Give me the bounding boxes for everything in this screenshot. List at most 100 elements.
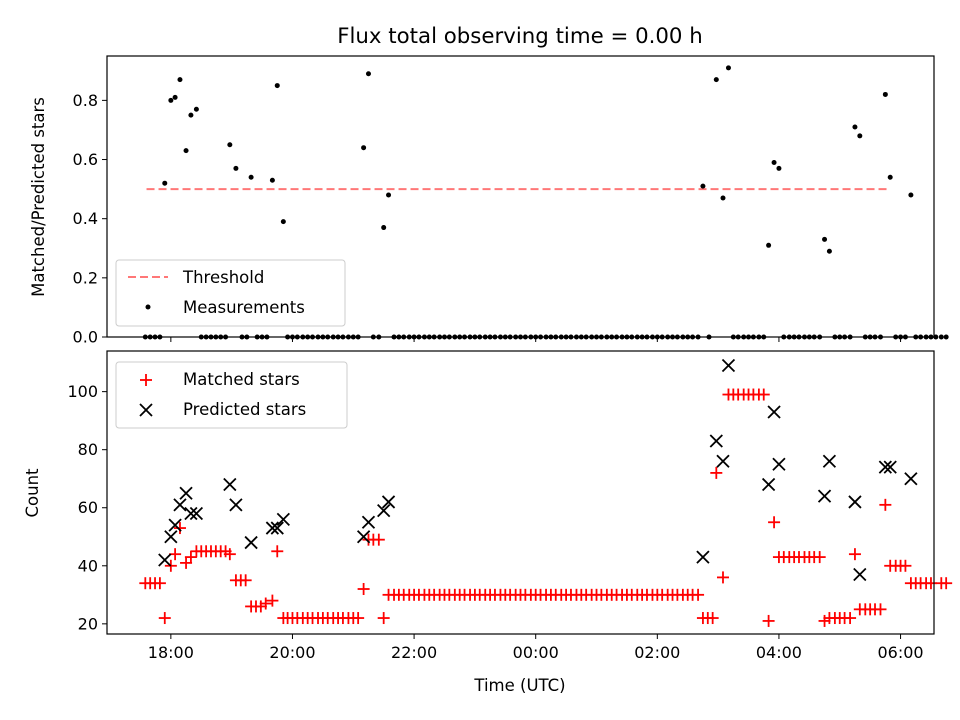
measurement-point — [177, 77, 183, 83]
predicted-star-point — [904, 472, 918, 486]
measurement-point — [776, 165, 782, 171]
measurement-point — [857, 133, 863, 139]
measurement-point — [720, 195, 726, 201]
matched-star-point — [266, 594, 279, 607]
measurement-point — [233, 165, 239, 171]
matched-star-point — [173, 522, 186, 535]
measurement-point — [882, 91, 888, 97]
matched-star-point — [710, 466, 723, 479]
matched-star-point — [762, 614, 775, 627]
predicted-star-point — [244, 535, 258, 550]
predicted-star-point — [696, 550, 710, 564]
measurement-point — [822, 236, 828, 242]
x-tick-label: 22:00 — [391, 643, 437, 662]
predicted-star-point — [229, 498, 243, 512]
predicted-star-point — [761, 477, 776, 492]
top-x-axis — [170, 337, 902, 342]
matched-star-point — [844, 612, 857, 625]
predicted-star-point — [173, 498, 187, 512]
matched-star-point — [223, 548, 236, 561]
bottom-x-axis: 18:00 20:00 22:00 00:00 02:00 04:00 06:00 — [148, 634, 924, 662]
predicted-star-point — [883, 460, 897, 474]
matched-star-point — [879, 498, 892, 511]
predicted-star-point — [381, 495, 396, 509]
measurement-point — [386, 192, 392, 198]
predicted-star-point — [189, 506, 204, 521]
predicted-star-point — [767, 405, 781, 419]
matched-star-point — [377, 612, 390, 625]
predicted-star-point — [716, 454, 730, 468]
bottom-axes-frame — [106, 350, 935, 635]
bottom-legend: Matched stars Predicted stars — [115, 361, 348, 429]
bottom-y-tick-label: 100 — [67, 382, 98, 401]
predicted-star-point — [184, 506, 198, 521]
predicted-star-point — [878, 460, 892, 474]
x-tick-label: 06:00 — [878, 643, 924, 662]
measurement-point — [183, 148, 189, 154]
measurement-point — [168, 97, 174, 103]
matched-star-point — [924, 577, 937, 590]
x-tick-label: 00:00 — [513, 643, 559, 662]
predicted-star-point — [817, 489, 832, 503]
measurement-point — [188, 112, 194, 118]
matched-star-point — [271, 545, 284, 558]
top-y-tick-label: 0.8 — [73, 91, 98, 110]
predicted-star-point — [276, 512, 290, 526]
bottom-y-axis-label: Count — [23, 468, 42, 518]
measurement-point — [172, 94, 178, 100]
chart-title: Flux total observing time = 0.00 h — [337, 24, 703, 49]
legend-matched-label: Matched stars — [183, 370, 300, 389]
measurement-point — [381, 225, 387, 231]
legend-matched-marker — [140, 374, 152, 386]
matched-star-point — [813, 551, 826, 564]
predicted-star-point — [265, 521, 280, 535]
bottom-y-tick-label: 40 — [78, 556, 98, 575]
matched-star-point — [158, 612, 171, 625]
measurement-point — [361, 145, 367, 151]
matched-star-point — [259, 597, 272, 610]
top-y-axis: 0.0 0.2 0.4 0.6 0.8 — [73, 91, 107, 347]
matched-star-point — [239, 574, 252, 587]
measurement-point — [887, 174, 893, 180]
matched-star-point — [899, 559, 912, 572]
predicted-star-point — [179, 486, 193, 500]
matched-star-point — [716, 571, 729, 584]
bottom-plot-area — [139, 358, 953, 627]
top-y-tick-label: 0.0 — [73, 328, 98, 347]
measurement-point — [700, 183, 706, 189]
measurement-point — [908, 192, 914, 198]
x-tick-label: 18:00 — [148, 643, 194, 662]
measurement-point — [713, 77, 719, 83]
matched-star-point — [874, 603, 887, 616]
predicted-star-point — [772, 457, 786, 471]
measurement-point — [193, 106, 199, 112]
matched-star-point — [768, 516, 781, 529]
bottom-y-axis: 20 40 60 80 100 — [67, 382, 107, 633]
predicted-star-point — [164, 530, 178, 544]
measurement-point — [162, 180, 168, 186]
predicted-star-point — [270, 521, 284, 535]
legend-predicted-marker — [139, 403, 153, 417]
top-y-tick-label: 0.4 — [73, 209, 98, 228]
matched-star-point — [940, 577, 953, 590]
predicted-star-point — [721, 358, 736, 373]
matched-star-point — [184, 551, 197, 564]
predicted-star-point — [709, 434, 723, 448]
measurement-point — [365, 71, 371, 77]
top-y-axis-label: Matched/Predicted stars — [29, 97, 48, 297]
matched-star-point — [692, 588, 705, 601]
x-tick-label: 04:00 — [756, 643, 802, 662]
measurement-point — [725, 65, 731, 71]
predicted-star-point — [377, 504, 391, 518]
predicted-star-point — [356, 530, 371, 544]
bottom-y-tick-label: 60 — [78, 498, 98, 517]
legend-measurements-marker — [145, 304, 151, 310]
matched-star-point — [757, 388, 770, 401]
predicted-star-point — [853, 567, 867, 582]
matched-star-point — [352, 612, 365, 625]
legend-predicted-label: Predicted stars — [183, 400, 306, 419]
measurement-point — [274, 83, 280, 89]
bottom-y-tick-label: 20 — [78, 614, 98, 633]
legend-threshold-label: Threshold — [182, 268, 264, 287]
